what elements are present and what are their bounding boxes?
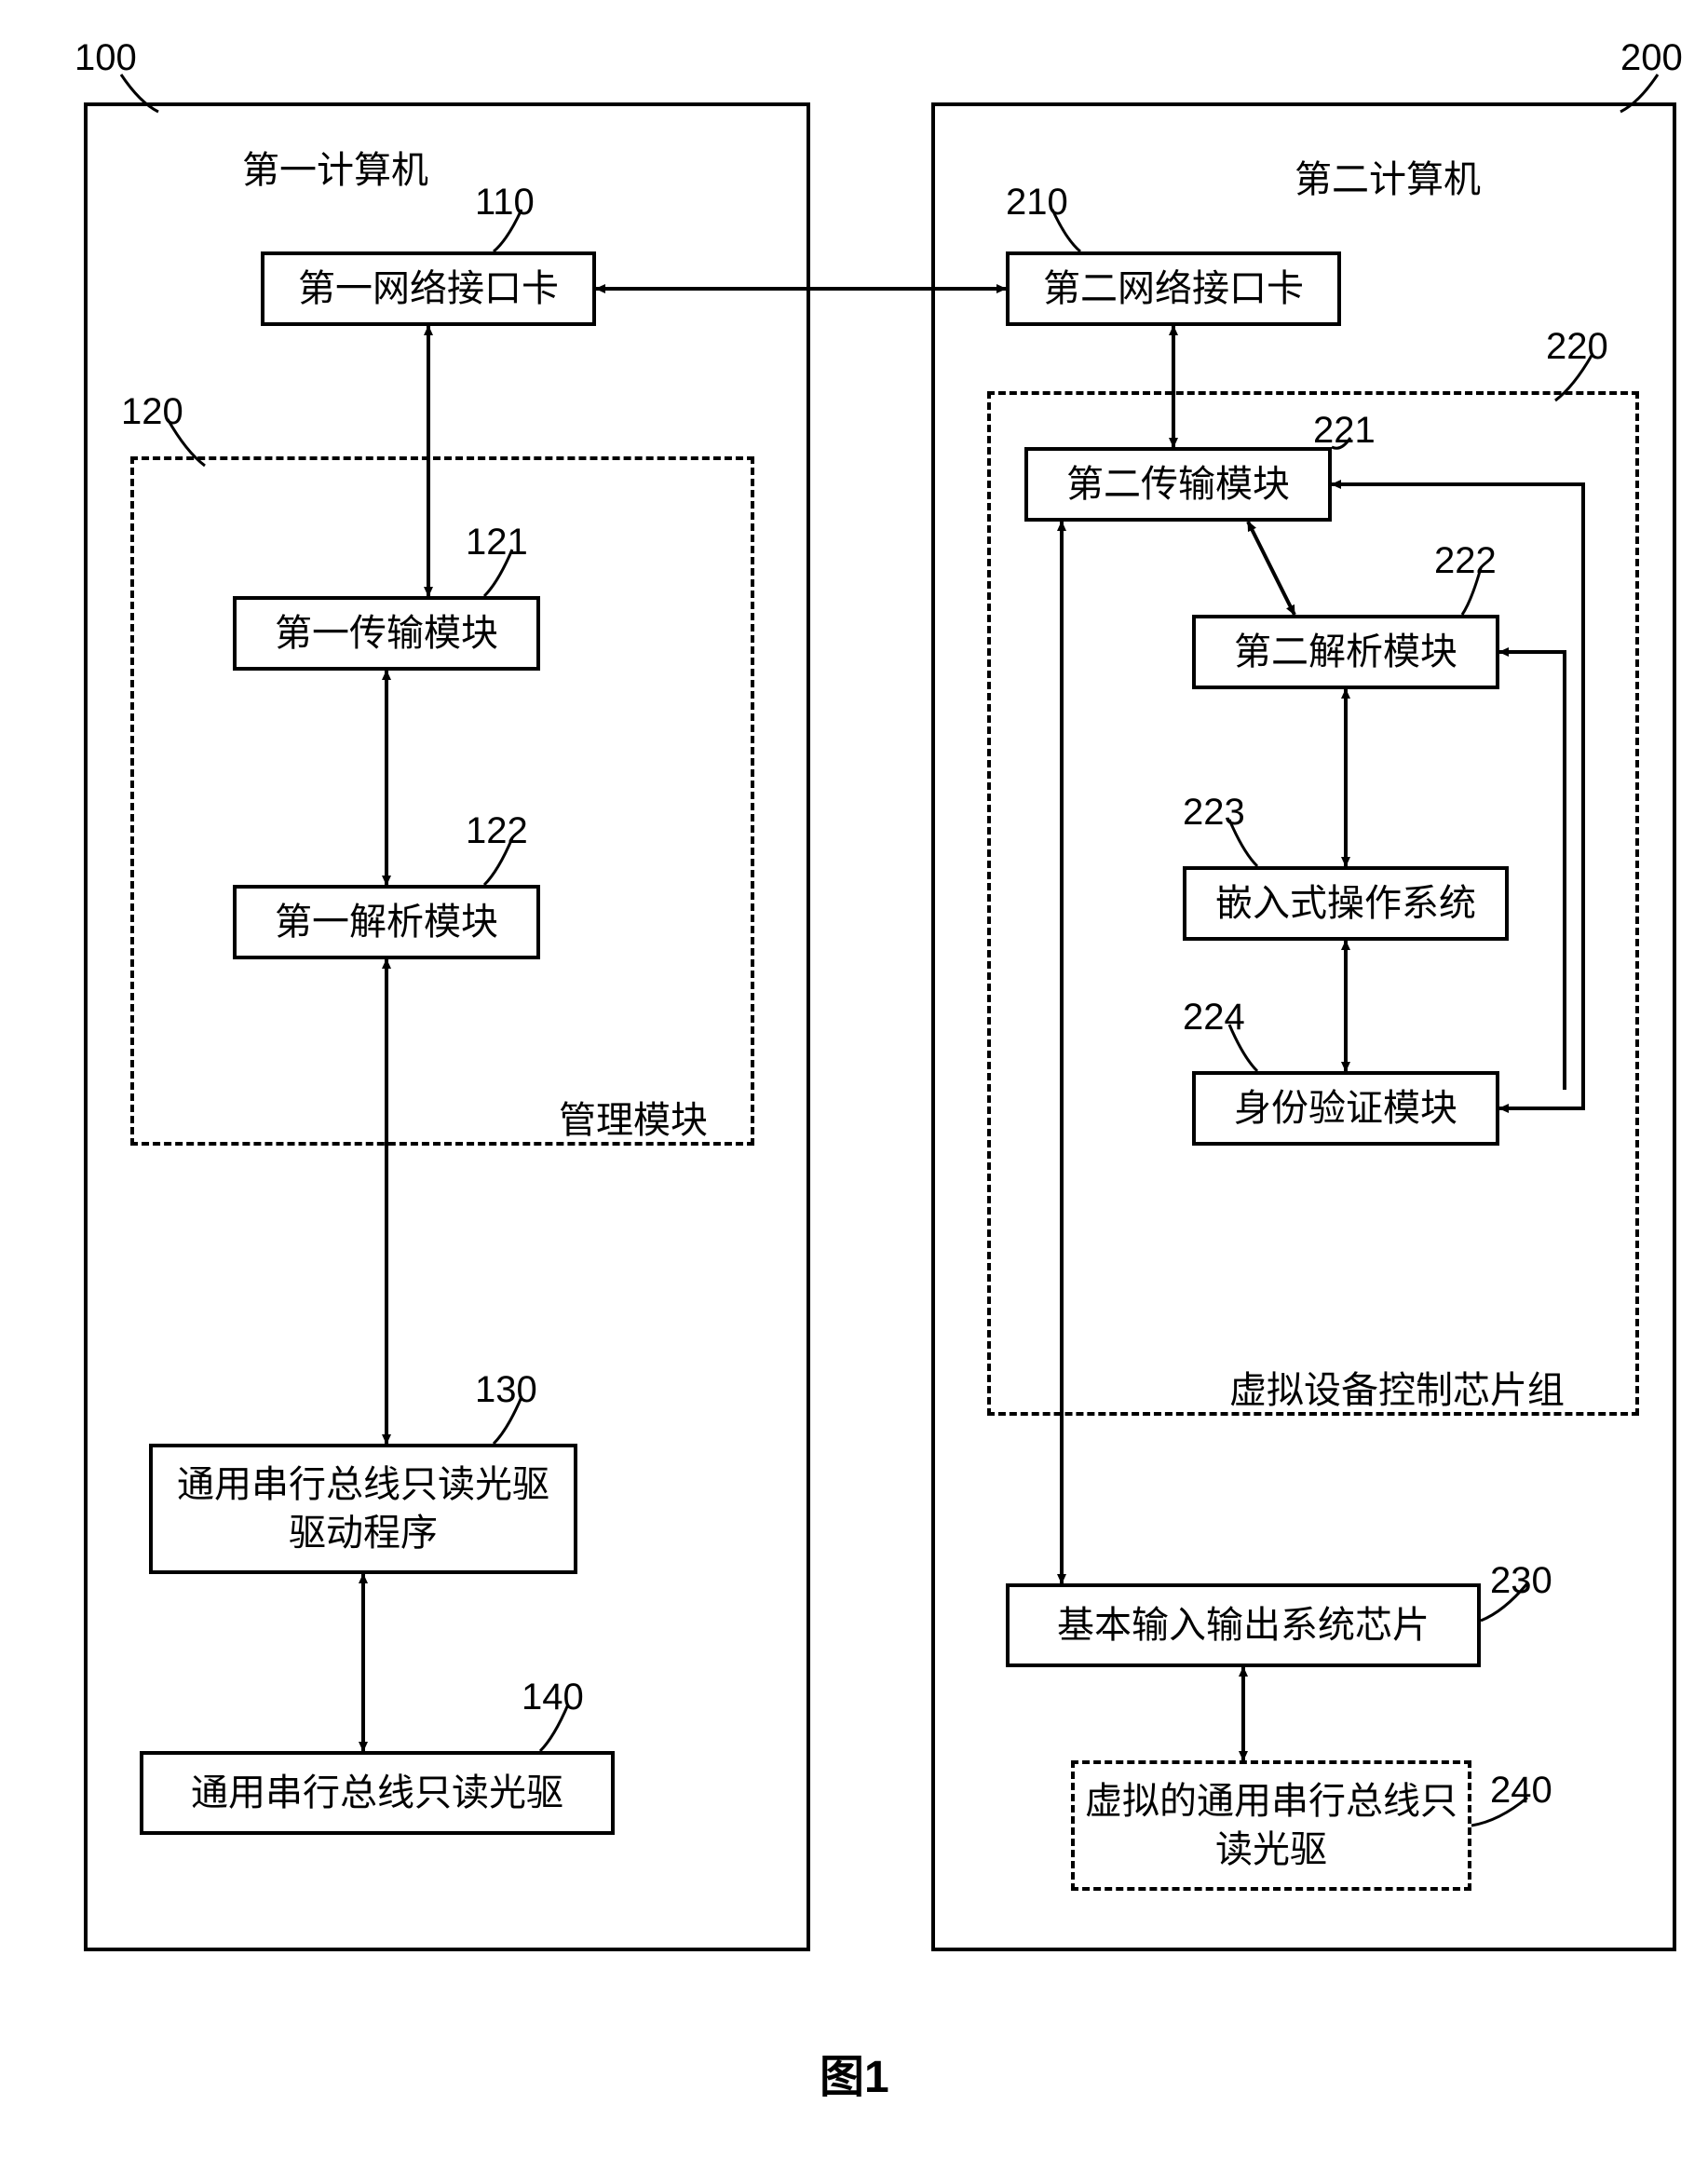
node-121-text: 第一传输模块 <box>275 609 498 658</box>
ref-221: 221 <box>1313 410 1376 452</box>
ref-140: 140 <box>522 1677 584 1718</box>
node-224-text: 身份验证模块 <box>1234 1084 1457 1133</box>
node-130: 通用串行总线只读光驱驱动程序 <box>149 1444 577 1574</box>
ref-130: 130 <box>475 1369 537 1411</box>
ref-122: 122 <box>466 810 528 852</box>
ref-120: 120 <box>121 391 183 433</box>
node-222: 第二解析模块 <box>1192 615 1499 689</box>
node-130-text: 通用串行总线只读光驱驱动程序 <box>160 1460 566 1557</box>
ref-223: 223 <box>1183 792 1245 834</box>
node-210: 第二网络接口卡 <box>1006 251 1341 326</box>
title-220: 虚拟设备控制芯片组 <box>1229 1360 1565 1414</box>
node-122: 第一解析模块 <box>233 885 540 959</box>
ref-121: 121 <box>466 522 528 564</box>
ref-224: 224 <box>1183 997 1245 1039</box>
node-121: 第一传输模块 <box>233 596 540 671</box>
diagram-canvas: 100 第一计算机 200 第二计算机 120 管理模块 220 虚拟设备控制芯… <box>19 19 1708 2140</box>
node-222-text: 第二解析模块 <box>1234 628 1457 676</box>
node-110: 第一网络接口卡 <box>261 251 596 326</box>
node-140: 通用串行总线只读光驱 <box>140 1751 615 1835</box>
node-230-text: 基本输入输出系统芯片 <box>1057 1601 1430 1650</box>
node-140-text: 通用串行总线只读光驱 <box>191 1769 563 1817</box>
node-210-text: 第二网络接口卡 <box>1043 265 1304 313</box>
node-221-text: 第二传输模块 <box>1066 460 1290 509</box>
node-122-text: 第一解析模块 <box>275 898 498 946</box>
node-230: 基本输入输出系统芯片 <box>1006 1583 1481 1667</box>
ref-110: 110 <box>475 182 535 224</box>
title-100: 第一计算机 <box>242 140 428 194</box>
ref-100: 100 <box>75 37 137 79</box>
ref-210: 210 <box>1006 182 1068 224</box>
node-223-text: 嵌入式操作系统 <box>1215 879 1476 928</box>
node-224: 身份验证模块 <box>1192 1071 1499 1146</box>
ref-220: 220 <box>1546 326 1608 368</box>
container-120 <box>130 456 754 1146</box>
node-240-text: 虚拟的通用串行总线只读光驱 <box>1082 1777 1460 1874</box>
figure-label: 图1 <box>820 2040 889 2105</box>
title-200: 第二计算机 <box>1295 149 1481 203</box>
node-221: 第二传输模块 <box>1024 447 1332 522</box>
node-240: 虚拟的通用串行总线只读光驱 <box>1071 1760 1471 1891</box>
node-223: 嵌入式操作系统 <box>1183 866 1509 941</box>
title-120: 管理模块 <box>559 1090 708 1144</box>
node-110-text: 第一网络接口卡 <box>298 265 559 313</box>
ref-222: 222 <box>1434 540 1497 582</box>
ref-240: 240 <box>1490 1770 1552 1812</box>
ref-200: 200 <box>1620 37 1683 79</box>
ref-230: 230 <box>1490 1560 1552 1602</box>
